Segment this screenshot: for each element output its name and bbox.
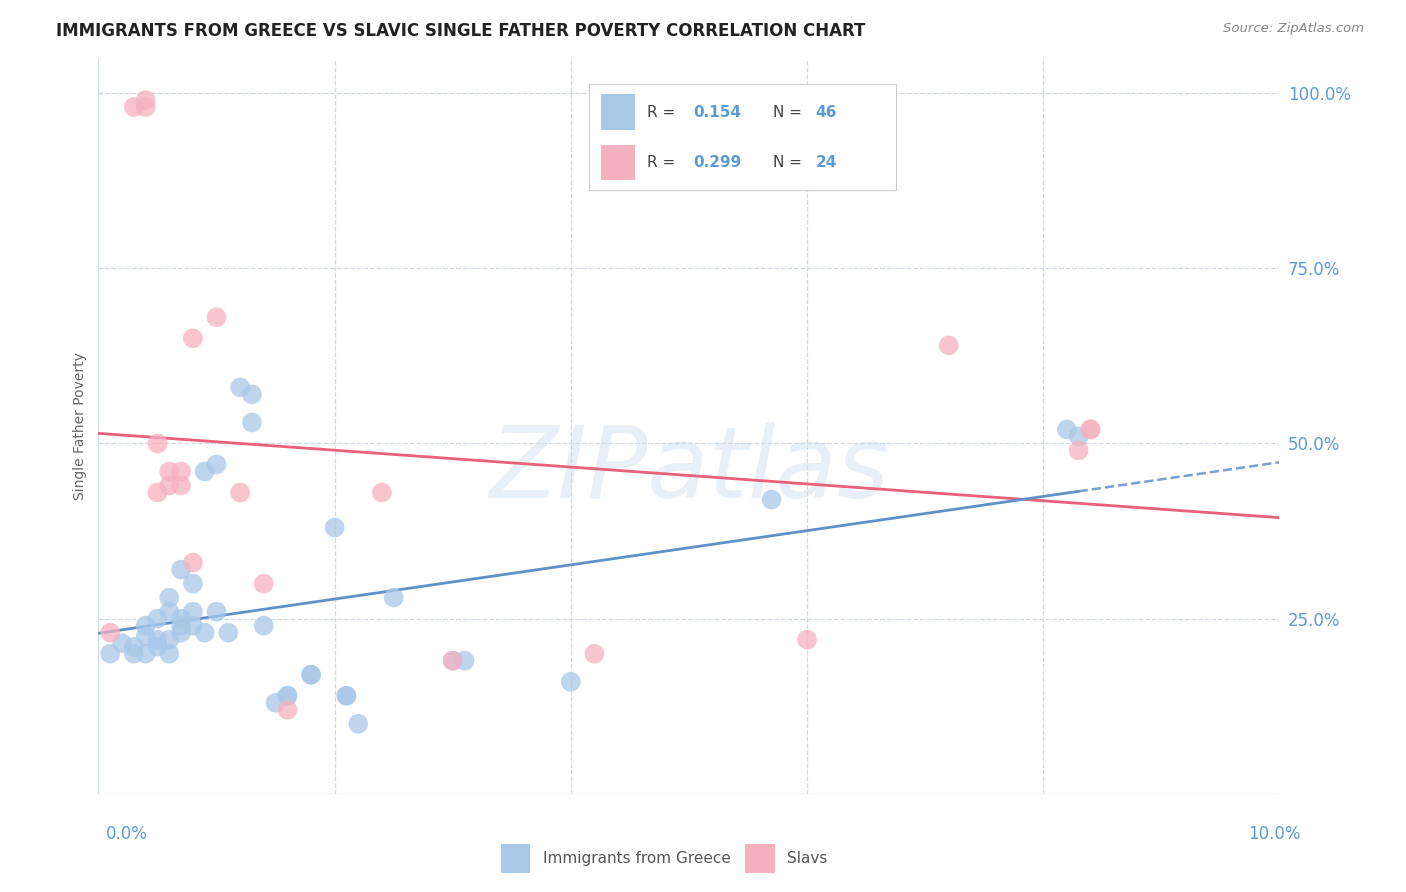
Point bbox=[240, 416, 263, 430]
Point bbox=[98, 625, 121, 640]
Point bbox=[240, 387, 263, 401]
Point bbox=[441, 654, 464, 668]
Point bbox=[1080, 422, 1102, 436]
Point bbox=[276, 703, 298, 717]
Point bbox=[264, 696, 287, 710]
Point bbox=[796, 632, 818, 647]
Point bbox=[181, 618, 204, 632]
Point bbox=[276, 689, 298, 703]
Point bbox=[157, 478, 180, 492]
Point bbox=[98, 647, 121, 661]
Bar bbox=[745, 844, 775, 873]
Point bbox=[157, 632, 180, 647]
Point bbox=[146, 640, 169, 654]
Point bbox=[1067, 429, 1090, 443]
Point bbox=[1080, 422, 1102, 436]
Point bbox=[170, 618, 193, 632]
Point bbox=[761, 492, 783, 507]
Point bbox=[181, 605, 204, 619]
Point bbox=[135, 100, 157, 114]
Point bbox=[157, 465, 180, 479]
Point bbox=[157, 605, 180, 619]
Point bbox=[335, 689, 357, 703]
Point bbox=[938, 338, 960, 352]
Point bbox=[170, 465, 193, 479]
Bar bbox=[501, 844, 530, 873]
Point bbox=[146, 485, 169, 500]
Y-axis label: Single Father Poverty: Single Father Poverty bbox=[73, 352, 87, 500]
Point bbox=[217, 625, 239, 640]
Point bbox=[441, 654, 464, 668]
Point bbox=[135, 93, 157, 107]
Point bbox=[347, 716, 370, 731]
Point bbox=[583, 647, 606, 661]
Point bbox=[194, 625, 217, 640]
Point bbox=[157, 647, 180, 661]
Point bbox=[371, 485, 394, 500]
Point bbox=[181, 331, 204, 345]
Text: 10.0%: 10.0% bbox=[1249, 825, 1301, 843]
Point bbox=[135, 647, 157, 661]
Point bbox=[323, 520, 346, 534]
Point bbox=[276, 689, 298, 703]
Point bbox=[382, 591, 405, 605]
Text: ZIPatlas: ZIPatlas bbox=[489, 422, 889, 518]
Text: Immigrants from Greece: Immigrants from Greece bbox=[543, 851, 731, 866]
Text: 0.0%: 0.0% bbox=[105, 825, 148, 843]
Point bbox=[194, 465, 217, 479]
Point bbox=[146, 612, 169, 626]
Point bbox=[170, 625, 193, 640]
Point bbox=[135, 618, 157, 632]
Point bbox=[146, 436, 169, 450]
Point bbox=[122, 640, 145, 654]
Point bbox=[122, 100, 145, 114]
Point bbox=[170, 612, 193, 626]
Point bbox=[335, 689, 357, 703]
Point bbox=[181, 576, 204, 591]
Text: IMMIGRANTS FROM GREECE VS SLAVIC SINGLE FATHER POVERTY CORRELATION CHART: IMMIGRANTS FROM GREECE VS SLAVIC SINGLE … bbox=[56, 22, 866, 40]
Point bbox=[111, 636, 134, 650]
Point bbox=[1067, 443, 1090, 458]
Point bbox=[253, 618, 276, 632]
Point bbox=[181, 556, 204, 570]
Point bbox=[122, 647, 145, 661]
Point bbox=[157, 591, 180, 605]
Point bbox=[253, 576, 276, 591]
Point bbox=[146, 632, 169, 647]
Point bbox=[170, 478, 193, 492]
Point bbox=[170, 563, 193, 577]
Point bbox=[453, 654, 475, 668]
Point bbox=[299, 667, 322, 681]
Point bbox=[299, 667, 322, 681]
Point bbox=[229, 485, 252, 500]
Point bbox=[205, 605, 228, 619]
Point bbox=[205, 310, 228, 325]
Text: Source: ZipAtlas.com: Source: ZipAtlas.com bbox=[1223, 22, 1364, 36]
Point bbox=[229, 380, 252, 394]
Point bbox=[1056, 422, 1078, 436]
Point bbox=[560, 674, 582, 689]
Text: Slavs: Slavs bbox=[787, 851, 828, 866]
Point bbox=[135, 629, 157, 643]
Point bbox=[205, 458, 228, 472]
